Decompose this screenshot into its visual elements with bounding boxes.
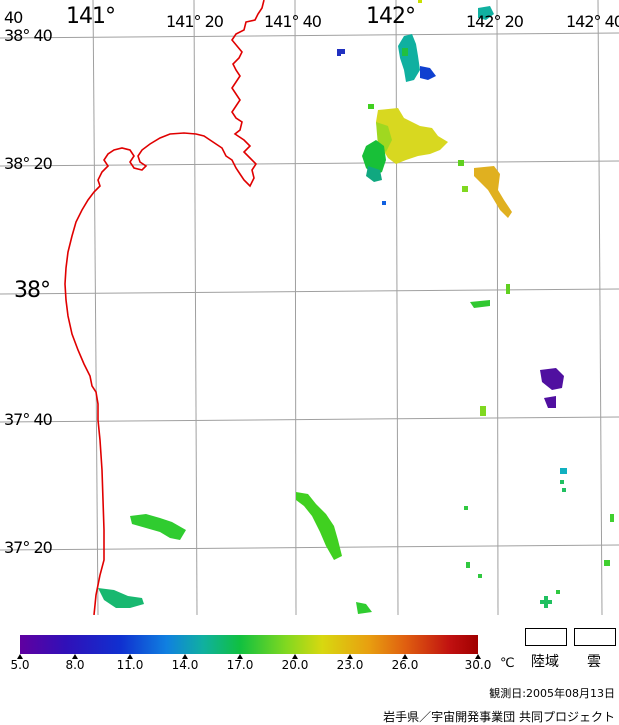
meridian-142-40 — [597, 0, 603, 615]
meridian-141-20 — [193, 0, 198, 615]
parallel-37-40 — [0, 416, 619, 423]
sst-patch-orange-east — [474, 166, 512, 218]
colorbar-tick-mark — [127, 654, 133, 659]
cloud-legend-swatch — [574, 628, 616, 646]
colorbar-tick-label: 11.0 — [116, 658, 144, 672]
sst-patch-green-mid — [470, 300, 490, 308]
sst-dot-green-m — [478, 574, 482, 578]
colorbar-tick-mark — [182, 654, 188, 659]
lat-label-37-20: 37° 20 — [4, 538, 53, 557]
lat-label-38-40: 38° 40 — [4, 26, 53, 45]
sst-patch-teal-large — [366, 166, 382, 182]
colorbar-tick-mark — [17, 654, 23, 659]
colorbar-tick-mark — [72, 654, 78, 659]
lon-label-141-40: 141° 40 — [264, 12, 322, 31]
sst-patch-yellow-large — [376, 108, 448, 164]
sst-patch-blue-north — [420, 66, 436, 80]
sst-dot-teal-a — [560, 468, 567, 474]
sst-patch-purple-a — [540, 368, 564, 390]
left-edge-label: 40 — [4, 8, 23, 27]
colorbar-tick-label: 8.0 — [65, 658, 85, 672]
lon-label-142-20: 142° 20 — [466, 12, 524, 31]
credit-line: 岩手県／宇宙開発事業団 共同プロジェクト — [383, 710, 615, 724]
sst-dot-yellow — [418, 0, 422, 3]
meridian-141-00 — [92, 0, 99, 615]
land-legend-label: 陸域 — [531, 654, 559, 670]
lon-label-141-00: 141° — [66, 4, 116, 29]
colorbar-tick-mark — [475, 654, 481, 659]
sst-dot-green-f — [480, 406, 486, 416]
lon-label-141-20: 141° 20 — [166, 12, 224, 31]
sst-patch-teal-north — [398, 34, 420, 82]
sst-dot-green-i — [464, 506, 468, 510]
sst-patch-teal-southwest — [98, 588, 144, 608]
sst-pixels — [98, 0, 614, 614]
colorbar-tick-mark — [237, 654, 243, 659]
sea-surface-temperature-map — [0, 0, 619, 615]
cloud-legend-label: 雲 — [587, 654, 601, 670]
sst-dot-green-n — [556, 590, 560, 594]
sst-dot-green-l — [466, 562, 470, 568]
sst-dot-green-c — [458, 160, 464, 166]
graticule-lines — [0, 0, 619, 615]
colorbar-tick-label: 30.0 — [464, 658, 492, 672]
colorbar-tick-mark — [292, 654, 298, 659]
temperature-colorbar — [20, 635, 478, 654]
meridian-142-20 — [496, 0, 499, 615]
sst-dot-green-e — [506, 284, 510, 294]
sst-patch-green-south — [356, 602, 372, 614]
lon-label-142-00: 142° — [366, 4, 416, 29]
sst-dot-blue-b — [382, 201, 386, 205]
parallel-37-20 — [0, 544, 619, 551]
coastline — [64, 0, 265, 615]
colorbar-tick-mark — [402, 654, 408, 659]
colorbar-tick-label: 23.0 — [336, 658, 364, 672]
lon-label-142-40: 142° 40 — [566, 12, 619, 31]
land-legend-swatch — [525, 628, 567, 646]
parallel-38-40 — [0, 32, 619, 39]
sst-patch-green-north — [402, 48, 408, 56]
colorbar-tick-mark — [347, 654, 353, 659]
colorbar-tick-label: 20.0 — [281, 658, 309, 672]
sst-dot-green-h — [562, 488, 566, 492]
sst-dot-blue-2 — [337, 52, 341, 56]
parallel-38-00 — [0, 288, 619, 295]
sst-dot-green-g — [560, 480, 564, 484]
colorbar-tick-label: 5.0 — [10, 658, 30, 672]
observation-date: 観測日:2005年08月13日 — [489, 687, 615, 700]
lat-label-38-00: 38° — [14, 278, 51, 303]
meridian-142-00 — [395, 0, 399, 615]
sst-patch-green-west — [130, 514, 186, 540]
sst-dot-green-k — [604, 560, 610, 566]
sst-patch-teal-top — [478, 6, 494, 20]
colorbar-tick-label: 17.0 — [226, 658, 254, 672]
meridian-141-40 — [294, 0, 297, 615]
sst-dot-green-d — [462, 186, 468, 192]
sst-patch-green-streak — [296, 492, 342, 560]
sst-dot-green-j — [610, 514, 614, 522]
lat-label-38-20: 38° 20 — [4, 154, 53, 173]
sst-dot-blue — [337, 49, 345, 54]
sst-dot-green-a — [368, 104, 374, 109]
parallel-38-20 — [0, 160, 619, 167]
sst-patch-green-cross — [540, 596, 552, 608]
colorbar-tick-label: 26.0 — [391, 658, 419, 672]
colorbar-unit: ℃ — [500, 656, 515, 671]
colorbar-tick-label: 14.0 — [171, 658, 199, 672]
sst-patch-purple-b — [544, 396, 556, 408]
lat-label-37-40: 37° 40 — [4, 410, 53, 429]
